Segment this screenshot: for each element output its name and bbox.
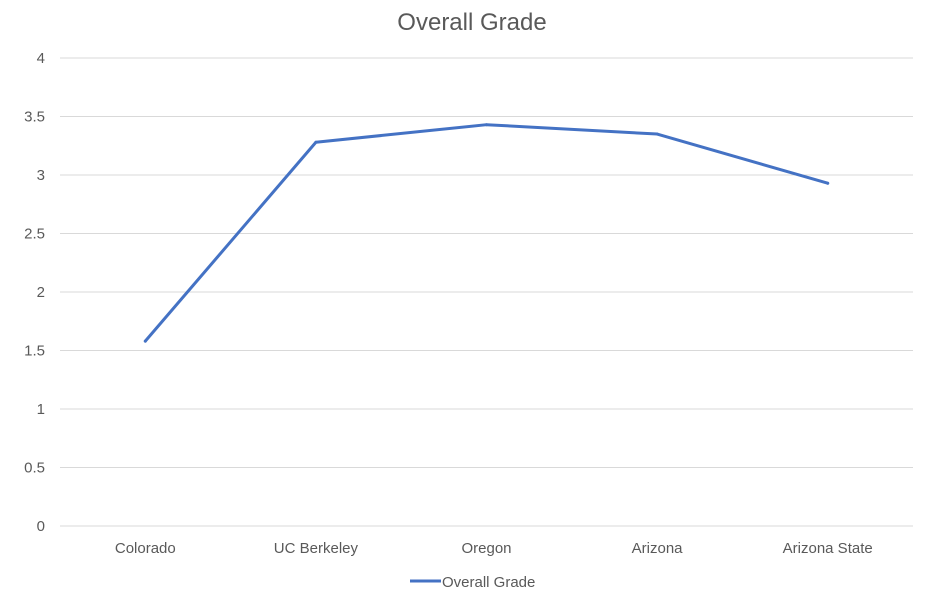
chart-title: Overall Grade [397,9,546,36]
y-tick-label: 2.5 [24,226,45,243]
y-tick-label: 1 [37,401,45,418]
y-tick-label: 3.5 [24,109,45,126]
data-point [314,140,318,144]
y-axis-ticks: 0 0.5 1 1.5 2 2.5 3 3.5 4 [24,50,45,535]
legend-label: Overall Grade [442,574,535,591]
data-point [655,132,659,136]
y-tick-label: 0.5 [24,460,45,477]
data-point [143,339,147,343]
y-tick-label: 4 [37,50,45,67]
series-line [143,123,830,343]
series-layer [143,123,830,343]
x-tick-label: Oregon [461,540,511,557]
y-tick-label: 3 [37,167,45,184]
legend: Overall Grade [410,574,535,591]
x-tick-label: Colorado [115,540,176,557]
x-axis-ticks: Colorado UC Berkeley Oregon Arizona Arizona … [115,540,873,557]
data-point [485,123,488,127]
y-tick-label: 2 [37,284,45,301]
gridlines [60,57,913,527]
data-point [826,181,830,185]
y-tick-label: 1.5 [24,343,45,360]
y-tick-label: 0 [37,518,45,535]
x-tick-label: Arizona State [783,540,873,557]
x-tick-label: UC Berkeley [274,540,359,557]
x-tick-label: Arizona [632,540,684,557]
